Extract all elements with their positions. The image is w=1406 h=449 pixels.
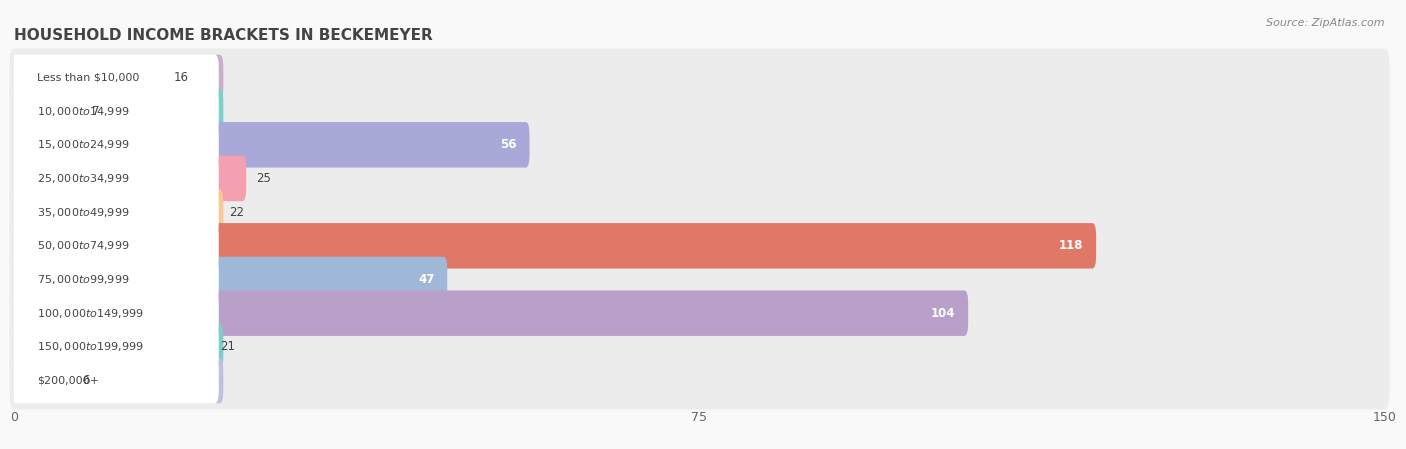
Text: $75,000 to $99,999: $75,000 to $99,999	[37, 273, 129, 286]
FancyBboxPatch shape	[10, 284, 1389, 342]
Text: $35,000 to $49,999: $35,000 to $49,999	[37, 206, 129, 219]
FancyBboxPatch shape	[211, 189, 224, 235]
FancyBboxPatch shape	[10, 116, 1389, 174]
FancyBboxPatch shape	[10, 82, 1389, 140]
Text: 118: 118	[1059, 239, 1084, 252]
Text: $150,000 to $199,999: $150,000 to $199,999	[37, 340, 143, 353]
FancyBboxPatch shape	[211, 223, 1097, 269]
Text: 25: 25	[256, 172, 271, 185]
FancyBboxPatch shape	[10, 183, 1389, 241]
FancyBboxPatch shape	[211, 156, 246, 201]
Text: $200,000+: $200,000+	[37, 375, 98, 386]
FancyBboxPatch shape	[211, 257, 447, 302]
FancyBboxPatch shape	[10, 48, 1389, 106]
Text: 56: 56	[501, 138, 517, 151]
FancyBboxPatch shape	[10, 150, 1389, 207]
FancyBboxPatch shape	[10, 88, 219, 134]
Text: HOUSEHOLD INCOME BRACKETS IN BECKEMEYER: HOUSEHOLD INCOME BRACKETS IN BECKEMEYER	[14, 28, 433, 43]
FancyBboxPatch shape	[10, 189, 219, 235]
FancyBboxPatch shape	[10, 324, 219, 370]
Text: 47: 47	[418, 273, 434, 286]
Text: Less than $10,000: Less than $10,000	[37, 72, 139, 83]
Text: $25,000 to $34,999: $25,000 to $34,999	[37, 172, 129, 185]
FancyBboxPatch shape	[10, 318, 1389, 376]
FancyBboxPatch shape	[211, 88, 224, 134]
Text: $15,000 to $24,999: $15,000 to $24,999	[37, 138, 129, 151]
FancyBboxPatch shape	[10, 156, 219, 201]
Text: 22: 22	[229, 206, 243, 219]
FancyBboxPatch shape	[10, 291, 219, 336]
FancyBboxPatch shape	[10, 217, 1389, 275]
FancyBboxPatch shape	[10, 251, 1389, 308]
Text: 16: 16	[174, 71, 188, 84]
FancyBboxPatch shape	[10, 352, 1389, 409]
Text: $100,000 to $149,999: $100,000 to $149,999	[37, 307, 143, 320]
FancyBboxPatch shape	[10, 122, 219, 167]
FancyBboxPatch shape	[211, 55, 224, 100]
Text: $50,000 to $74,999: $50,000 to $74,999	[37, 239, 129, 252]
Text: $10,000 to $14,999: $10,000 to $14,999	[37, 105, 129, 118]
Text: 21: 21	[219, 340, 235, 353]
FancyBboxPatch shape	[10, 257, 219, 302]
FancyBboxPatch shape	[211, 122, 530, 167]
FancyBboxPatch shape	[10, 55, 219, 100]
Text: 7: 7	[91, 105, 100, 118]
Text: 104: 104	[931, 307, 956, 320]
Text: 6: 6	[83, 374, 90, 387]
FancyBboxPatch shape	[211, 324, 224, 370]
Text: Source: ZipAtlas.com: Source: ZipAtlas.com	[1267, 18, 1385, 28]
FancyBboxPatch shape	[10, 223, 219, 269]
FancyBboxPatch shape	[211, 291, 969, 336]
FancyBboxPatch shape	[10, 358, 219, 403]
FancyBboxPatch shape	[211, 358, 224, 403]
